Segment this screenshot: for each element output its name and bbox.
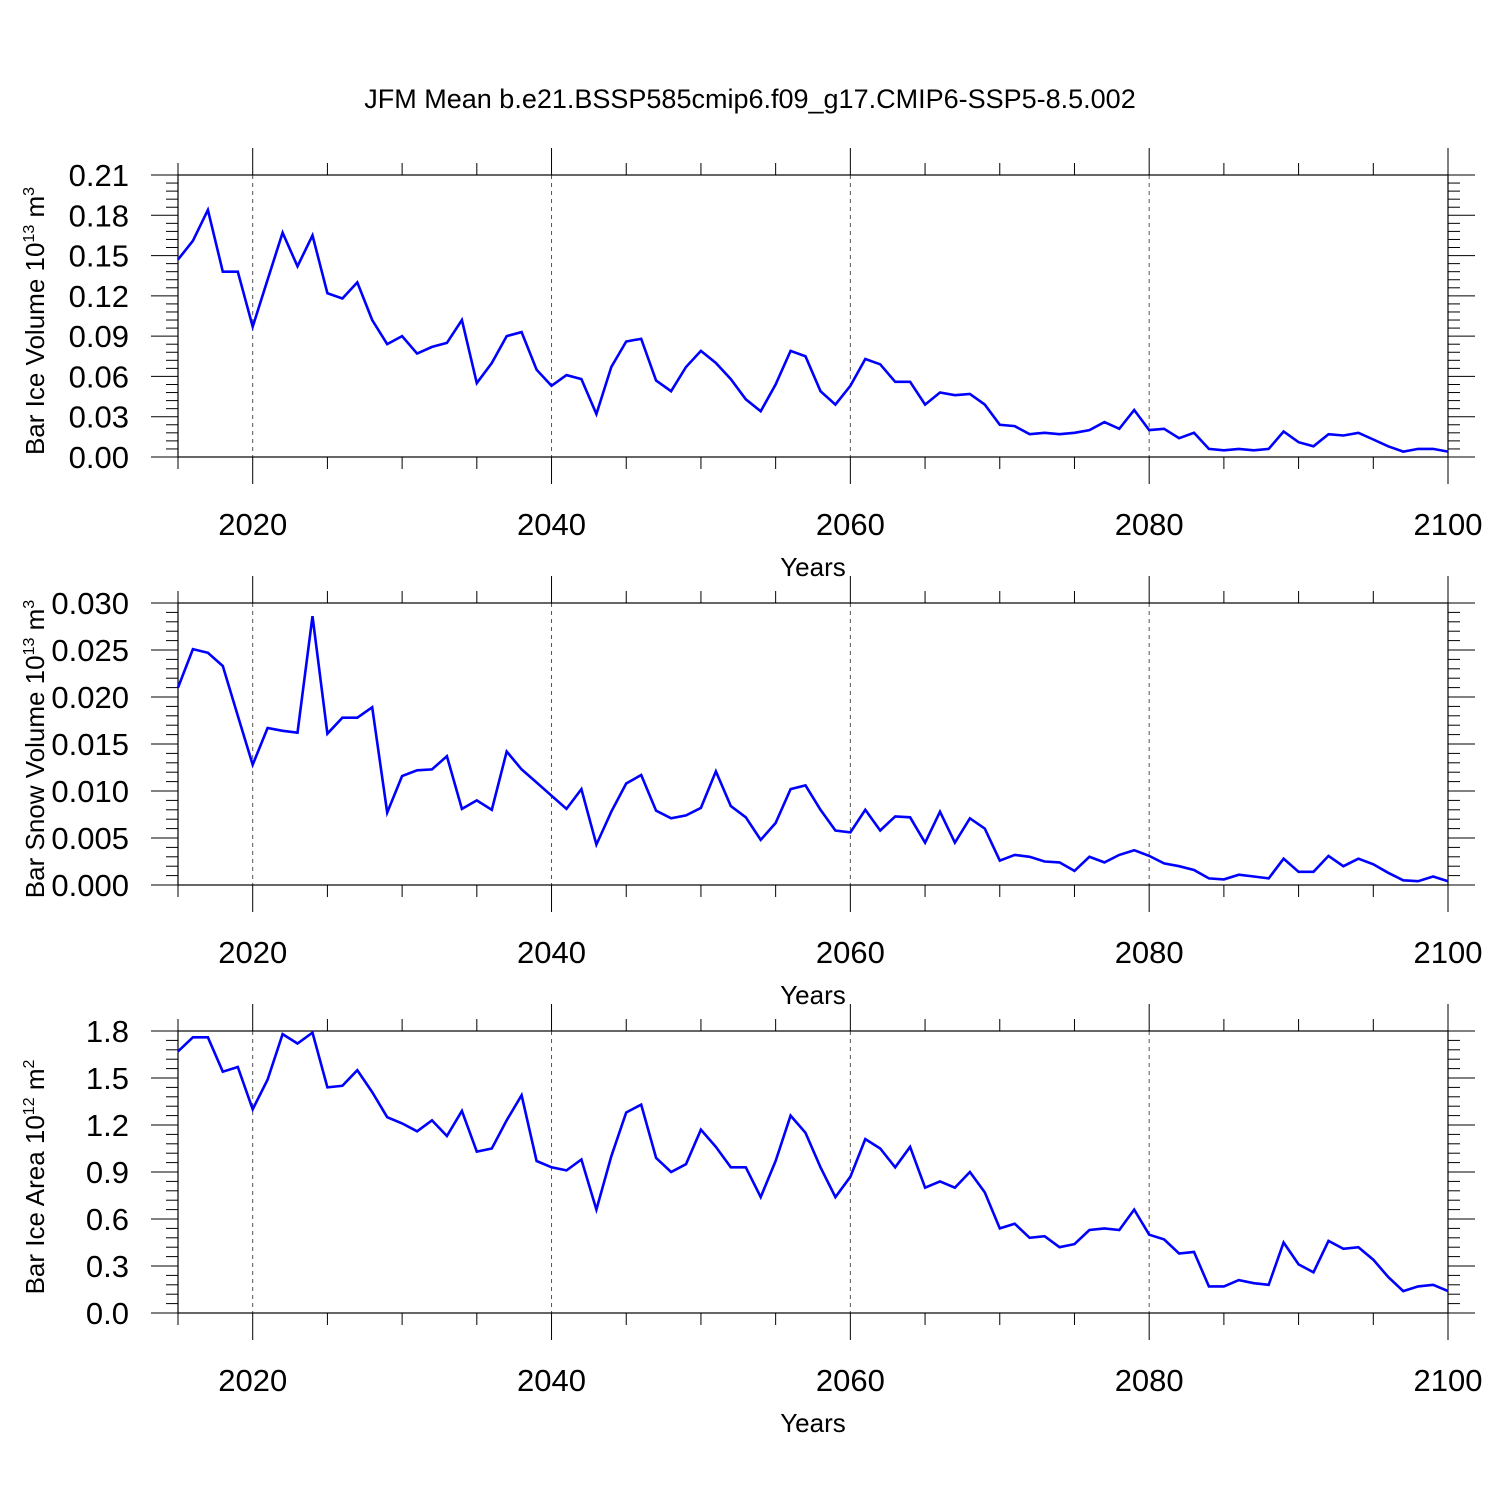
y-tick-label: 0.010 bbox=[51, 774, 129, 809]
x-axis-label: Years bbox=[780, 552, 846, 582]
y-tick-label: 0.12 bbox=[69, 279, 129, 314]
x-tick-label: 2040 bbox=[517, 935, 586, 970]
y-tick-label: 0.6 bbox=[86, 1202, 129, 1237]
chart-panel-1: 2020 2040 2060 2080 2100 Years 0.00 0.03 0.06 0.0… bbox=[20, 148, 1482, 582]
y-tick-label: 0.06 bbox=[69, 359, 129, 394]
y-tick-label: 0.000 bbox=[51, 868, 129, 903]
x-tick-label: 2100 bbox=[1414, 1363, 1483, 1398]
x-tick-label: 2020 bbox=[218, 1363, 287, 1398]
series-line bbox=[176, 616, 1449, 883]
x-axis-label: Years bbox=[780, 1408, 846, 1438]
y-axis-label: Bar Ice Volume 1013 m3 bbox=[20, 187, 50, 455]
y-tick-label: 0.21 bbox=[69, 158, 129, 193]
x-tick-label: 2060 bbox=[816, 935, 885, 970]
y-tick-label: 1.2 bbox=[86, 1108, 129, 1143]
y-tick-label: 0.0 bbox=[86, 1296, 129, 1331]
y-tick-label: 1.5 bbox=[86, 1061, 129, 1096]
series-line bbox=[177, 1030, 1449, 1293]
x-tick-label: 2080 bbox=[1115, 507, 1184, 542]
y-tick-label: 0.030 bbox=[51, 586, 129, 621]
plot-frame bbox=[177, 174, 1449, 458]
y-tick-label: 1.8 bbox=[86, 1014, 129, 1049]
x-tick-label: 2100 bbox=[1414, 935, 1483, 970]
x-tick-label: 2080 bbox=[1115, 935, 1184, 970]
x-tick-label: 2040 bbox=[517, 507, 586, 542]
y-tick-label: 0.00 bbox=[69, 440, 129, 475]
y-tick-label: 0.15 bbox=[69, 239, 129, 274]
x-axis-label: Years bbox=[780, 980, 846, 1010]
y-tick-label: 0.3 bbox=[86, 1249, 129, 1284]
x-tick-label: 2020 bbox=[218, 935, 287, 970]
x-tick-label: 2080 bbox=[1115, 1363, 1184, 1398]
chart-panel-2: 2020 2040 2060 2080 2100 Years 0.000 0.005 0.010… bbox=[20, 576, 1482, 1010]
chart-title: JFM Mean b.e21.BSSP585cmip6.f09_g17.CMIP… bbox=[364, 84, 1136, 114]
y-axis-label: Bar Ice Area 1012 m2 bbox=[20, 1059, 50, 1294]
y-tick-label: 0.18 bbox=[69, 198, 129, 233]
plot-frame bbox=[177, 1030, 1449, 1314]
y-tick-label: 0.020 bbox=[51, 680, 129, 715]
x-tick-label: 2100 bbox=[1414, 507, 1483, 542]
y-tick-label: 0.09 bbox=[69, 319, 129, 354]
x-tick-label: 2060 bbox=[816, 507, 885, 542]
y-tick-label: 0.025 bbox=[51, 633, 129, 668]
x-tick-label: 2020 bbox=[218, 507, 287, 542]
series-line bbox=[176, 206, 1449, 453]
plot-frame bbox=[177, 602, 1449, 886]
x-tick-label: 2040 bbox=[517, 1363, 586, 1398]
x-tick-label: 2060 bbox=[816, 1363, 885, 1398]
chart-panel-3: 2020 2040 2060 2080 2100 Years 0.0 0.3 0.6 0.9 1.2… bbox=[20, 1004, 1482, 1438]
y-axis-label: Bar Snow Volume 1013 m3 bbox=[20, 600, 50, 899]
y-tick-label: 0.015 bbox=[51, 727, 129, 762]
y-tick-label: 0.005 bbox=[51, 821, 129, 856]
y-tick-label: 0.9 bbox=[86, 1155, 129, 1190]
y-tick-label: 0.03 bbox=[69, 400, 129, 435]
